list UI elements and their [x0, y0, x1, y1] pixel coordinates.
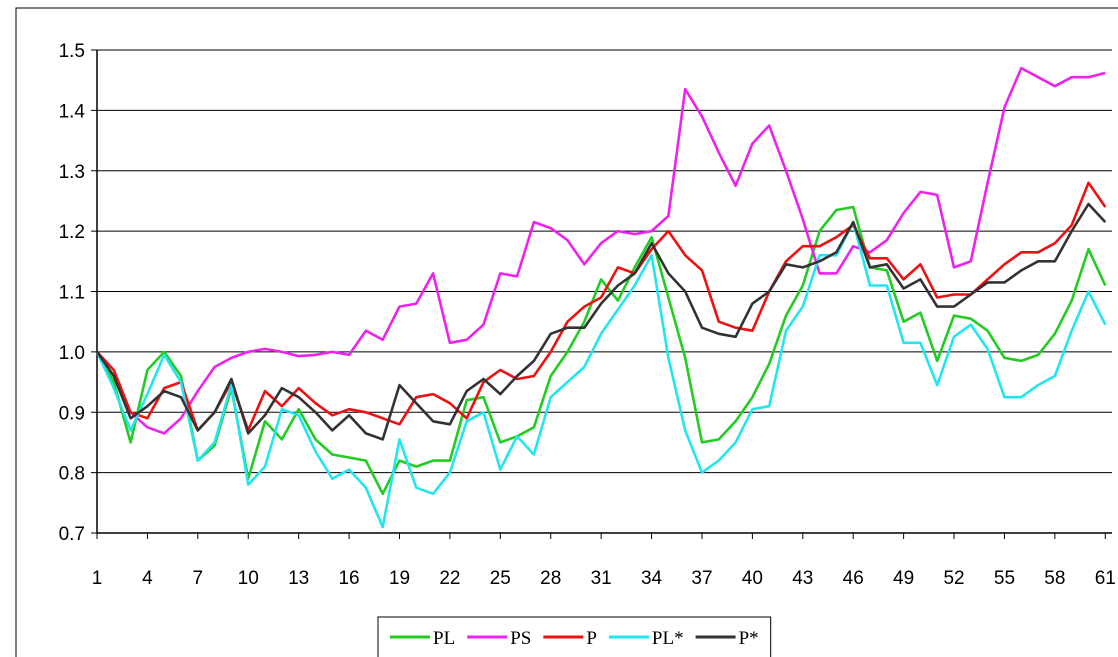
chart-frame	[15, 7, 1118, 657]
x-tick-label: 49	[893, 568, 914, 589]
y-tick-label: 1.5	[59, 41, 85, 62]
x-tick-label: 25	[490, 568, 511, 589]
x-tick-label: 1	[92, 568, 103, 589]
x-tick-label: 16	[338, 568, 359, 589]
y-tick-label: 0.8	[59, 464, 85, 485]
x-tick-label: 37	[691, 568, 712, 589]
legend-label: PL*	[652, 628, 684, 649]
series-line	[95, 202, 1107, 441]
x-tick-label: 40	[742, 568, 763, 589]
legend-label: P	[586, 628, 597, 649]
x-tick-label: 43	[792, 568, 813, 589]
series-line	[95, 205, 1107, 496]
x-tick-label: 28	[540, 568, 561, 589]
series-line	[96, 181, 1107, 432]
x-tick-label: 58	[1044, 568, 1065, 589]
x-tick-label: 52	[943, 568, 964, 589]
y-tick-label: 0.9	[59, 403, 85, 424]
x-tick-label: 34	[641, 568, 663, 589]
x-tick-label: 19	[389, 568, 410, 589]
y-tick-label: 1.0	[59, 343, 85, 364]
series-line	[95, 66, 1106, 435]
x-tick-label: 4	[142, 568, 153, 589]
legend: PL PS P PL* P*	[377, 616, 772, 657]
series-line	[95, 220, 1107, 529]
x-tick-label: 22	[439, 568, 460, 589]
y-tick-label: 1.2	[59, 222, 85, 243]
legend-label: PS	[510, 628, 531, 649]
y-tick-label: 0.7	[59, 524, 85, 545]
x-tick-label: 61	[1095, 568, 1116, 589]
x-tick-label: 7	[193, 568, 204, 589]
legend-label: PL	[433, 628, 455, 649]
x-tick-label: 55	[994, 568, 1015, 589]
x-tick-label: 46	[843, 568, 864, 589]
legend-label: P*	[739, 628, 759, 649]
x-tick-label: 31	[591, 568, 612, 589]
y-tick-label: 1.3	[59, 162, 85, 183]
x-tick-label: 13	[288, 568, 309, 589]
x-tick-label: 10	[238, 568, 259, 589]
y-tick-label: 1.4	[59, 101, 86, 122]
y-tick-label: 1.1	[59, 283, 85, 304]
